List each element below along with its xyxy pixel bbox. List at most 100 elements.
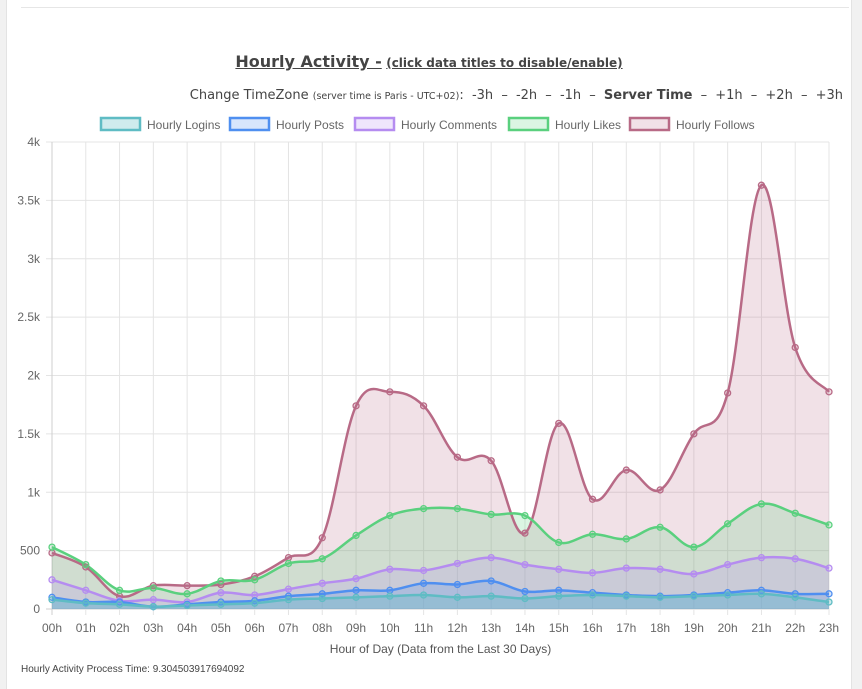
x-tick-label: 01h bbox=[76, 621, 96, 635]
timezone-switcher: Change TimeZone (server time is Paris - … bbox=[190, 88, 843, 103]
legend-item-hourly-likes[interactable]: Hourly Likes bbox=[507, 116, 621, 132]
hourly-logins-point bbox=[791, 593, 799, 601]
hourly-likes-point bbox=[48, 543, 56, 551]
timezone-option-minus-1h[interactable]: -1h bbox=[559, 88, 582, 103]
hourly-posts-point bbox=[48, 593, 56, 601]
hourly-logins-point bbox=[453, 593, 462, 601]
hourly-likes-point bbox=[453, 504, 462, 513]
x-tick-label: 14h bbox=[515, 621, 535, 635]
hourly-logins-point bbox=[555, 592, 563, 600]
hourly-likes-point bbox=[791, 509, 799, 517]
hourly-comments-point bbox=[825, 564, 833, 572]
hourly-comments-point bbox=[352, 574, 360, 583]
hourly-logins-point bbox=[419, 591, 428, 599]
hourly-comments-point bbox=[588, 569, 597, 577]
x-tick-label: 02h bbox=[110, 621, 130, 635]
hourly-comments-point bbox=[318, 579, 326, 587]
hourly-posts-point bbox=[352, 586, 360, 594]
timezone-separator: – bbox=[800, 88, 808, 103]
hourly-logins-point bbox=[82, 599, 90, 607]
legend-item-hourly-posts[interactable]: Hourly Posts bbox=[228, 116, 344, 132]
x-tick-label: 08h bbox=[312, 621, 332, 635]
x-tick-label: 20h bbox=[718, 621, 738, 635]
hourly-likes-point bbox=[183, 590, 191, 598]
hourly-logins-point bbox=[386, 592, 394, 600]
legend-label: Hourly Follows bbox=[676, 118, 755, 132]
top-divider bbox=[21, 7, 849, 8]
hourly-follows-point bbox=[656, 486, 664, 494]
timezone-option-minus-3h[interactable]: -3h bbox=[471, 88, 494, 103]
y-tick-label: 500 bbox=[20, 544, 40, 558]
hourly-posts-point bbox=[419, 579, 428, 587]
hourly-logins-point bbox=[318, 594, 326, 603]
legend-swatch bbox=[628, 116, 671, 132]
timezone-option-plus-3h[interactable]: +3h bbox=[815, 88, 843, 103]
legend-swatch bbox=[507, 116, 550, 132]
hourly-likes-point bbox=[284, 559, 293, 568]
hourly-logins-point bbox=[521, 594, 529, 603]
chart-title-hint[interactable]: (click data titles to disable/enable) bbox=[386, 56, 623, 70]
hourly-posts-point bbox=[555, 586, 563, 594]
hourly-logins-point bbox=[284, 596, 293, 604]
hourly-comments-point bbox=[386, 565, 394, 573]
hourly-logins-point bbox=[588, 591, 597, 599]
legend-item-hourly-comments[interactable]: Hourly Comments bbox=[353, 116, 497, 132]
hourly-comments-point bbox=[555, 565, 563, 573]
hourly-follows-point bbox=[149, 582, 157, 590]
hourly-posts-point bbox=[217, 598, 225, 606]
timezone-option-plus-1h[interactable]: +1h bbox=[715, 88, 743, 103]
hourly-comments-point bbox=[487, 553, 495, 562]
hourly-comments-point bbox=[656, 565, 664, 573]
hourly-comments-point bbox=[284, 585, 293, 593]
timezone-option-server-time[interactable]: Server Time bbox=[603, 88, 693, 103]
hourly-follows-point bbox=[318, 534, 326, 542]
legend-item-hourly-follows[interactable]: Hourly Follows bbox=[628, 116, 755, 132]
x-tick-label: 10h bbox=[380, 621, 400, 635]
hourly-follows-point bbox=[419, 402, 428, 410]
timezone-separator: – bbox=[700, 88, 708, 103]
timezone-option-plus-2h[interactable]: +2h bbox=[765, 88, 793, 103]
timezone-separator: – bbox=[589, 88, 596, 103]
hourly-follows-point bbox=[757, 181, 766, 189]
hourly-follows-line bbox=[51, 183, 830, 598]
hourly-comments-point bbox=[791, 555, 799, 563]
x-tick-label: 15h bbox=[549, 621, 569, 635]
legend-item-hourly-logins[interactable]: Hourly Logins bbox=[99, 116, 220, 132]
x-tick-label: 04h bbox=[177, 621, 197, 635]
timezone-colon: : bbox=[459, 88, 464, 103]
hourly-logins-point bbox=[656, 593, 664, 601]
x-tick-label: 07h bbox=[278, 621, 298, 635]
hourly-logins-point bbox=[352, 593, 360, 601]
hourly-comments-point bbox=[419, 566, 428, 575]
hourly-logins-point bbox=[724, 591, 732, 599]
x-tick-label: 00h bbox=[42, 621, 62, 635]
hourly-follows-point bbox=[690, 430, 698, 438]
hourly-posts-point bbox=[724, 589, 732, 597]
y-tick-label: 4k bbox=[27, 135, 41, 149]
hourly-likes-point bbox=[487, 510, 495, 519]
hourly-likes-point bbox=[690, 543, 698, 551]
hourly-follows-point bbox=[82, 563, 90, 571]
x-tick-label: 21h bbox=[751, 621, 771, 635]
x-tick-label: 19h bbox=[684, 621, 704, 635]
timezone-option-minus-2h[interactable]: -2h bbox=[515, 88, 538, 103]
hourly-likes-point bbox=[419, 504, 428, 513]
chart-areas bbox=[52, 184, 829, 610]
hourly-likes-point bbox=[656, 523, 664, 531]
y-tick-label: 0 bbox=[33, 602, 40, 616]
y-tick-label: 3.5k bbox=[17, 193, 41, 207]
chart-points bbox=[48, 181, 833, 611]
hourly-comments-point bbox=[690, 570, 698, 578]
hourly-follows-point bbox=[48, 549, 56, 557]
hourly-posts-point bbox=[251, 597, 259, 605]
hourly-likes-point bbox=[318, 555, 326, 563]
x-tick-label: 18h bbox=[650, 621, 670, 635]
hourly-follows-point bbox=[284, 553, 293, 562]
y-tick-label: 1k bbox=[27, 485, 41, 499]
timezone-separator: – bbox=[501, 88, 508, 103]
hourly-logins-point bbox=[690, 592, 698, 600]
x-tick-label: 03h bbox=[143, 621, 163, 635]
chart-legend: Hourly Logins Hourly Posts Hourly Comments… bbox=[99, 116, 755, 132]
hourly-comments-point bbox=[149, 596, 157, 604]
hourly-logins-point bbox=[487, 592, 495, 600]
